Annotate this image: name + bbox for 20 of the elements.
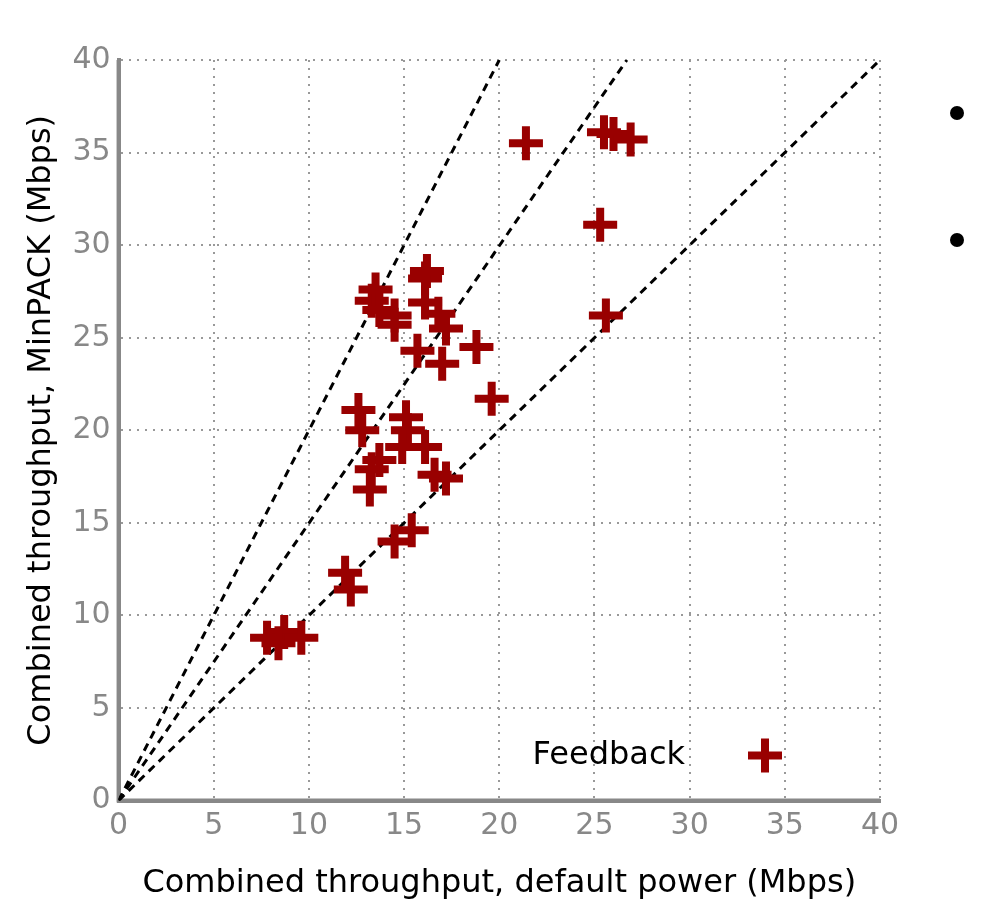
- y-tick-label: 10: [72, 595, 111, 631]
- y-tick-label: 20: [72, 410, 111, 446]
- y-tick-label: 25: [72, 317, 111, 353]
- x-tick-label: 20: [480, 806, 519, 842]
- y-tick-label: 30: [72, 224, 111, 260]
- y-tick-label: 15: [72, 502, 111, 538]
- x-tick-label: 15: [385, 806, 424, 842]
- legend-label: Feedback: [532, 733, 686, 772]
- x-tick-label: 40: [860, 806, 900, 842]
- y-axis-title: Combined throughput, MinPACK (Mbps): [19, 114, 58, 746]
- x-tick-label: 5: [204, 806, 224, 842]
- y-tick-label: 40: [72, 39, 111, 75]
- x-axis-title: Combined throughput, default power (Mbps): [142, 862, 857, 901]
- y-tick-label: 5: [91, 687, 111, 723]
- y-tick-label: 0: [91, 780, 111, 816]
- x-tick-label: 25: [575, 806, 614, 842]
- x-tick-label: 10: [289, 806, 329, 842]
- x-tick-label: 35: [765, 806, 804, 842]
- y-tick-label: 35: [72, 132, 111, 168]
- x-tick-label: 30: [670, 806, 709, 842]
